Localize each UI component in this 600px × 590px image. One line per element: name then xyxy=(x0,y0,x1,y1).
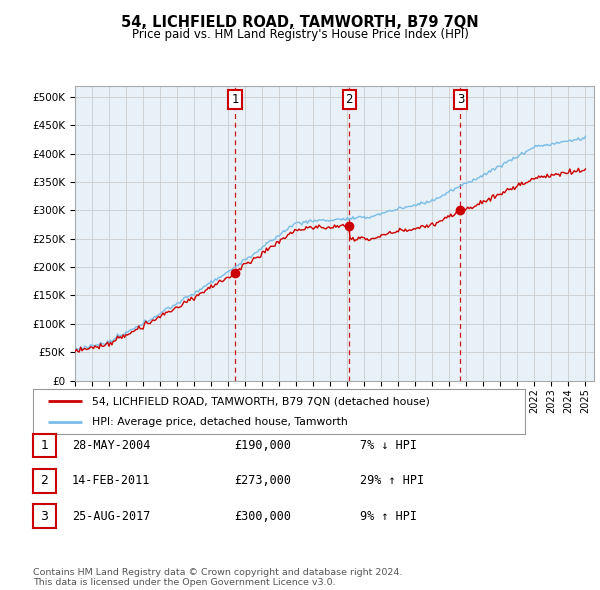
Text: 2: 2 xyxy=(40,474,49,487)
Text: Contains HM Land Registry data © Crown copyright and database right 2024.
This d: Contains HM Land Registry data © Crown c… xyxy=(33,568,403,587)
Text: £190,000: £190,000 xyxy=(234,439,291,452)
Text: 14-FEB-2011: 14-FEB-2011 xyxy=(72,474,151,487)
Text: HPI: Average price, detached house, Tamworth: HPI: Average price, detached house, Tamw… xyxy=(92,417,348,427)
Text: Price paid vs. HM Land Registry's House Price Index (HPI): Price paid vs. HM Land Registry's House … xyxy=(131,28,469,41)
Text: 7% ↓ HPI: 7% ↓ HPI xyxy=(360,439,417,452)
Text: 3: 3 xyxy=(457,93,464,106)
Text: 25-AUG-2017: 25-AUG-2017 xyxy=(72,510,151,523)
Text: £273,000: £273,000 xyxy=(234,474,291,487)
Text: 1: 1 xyxy=(232,93,239,106)
Text: 54, LICHFIELD ROAD, TAMWORTH, B79 7QN: 54, LICHFIELD ROAD, TAMWORTH, B79 7QN xyxy=(121,15,479,30)
Text: 29% ↑ HPI: 29% ↑ HPI xyxy=(360,474,424,487)
Text: 1: 1 xyxy=(40,439,49,452)
Text: 3: 3 xyxy=(40,510,49,523)
Text: 54, LICHFIELD ROAD, TAMWORTH, B79 7QN (detached house): 54, LICHFIELD ROAD, TAMWORTH, B79 7QN (d… xyxy=(92,396,430,407)
Text: £300,000: £300,000 xyxy=(234,510,291,523)
Text: 28-MAY-2004: 28-MAY-2004 xyxy=(72,439,151,452)
Text: 2: 2 xyxy=(346,93,353,106)
Text: 9% ↑ HPI: 9% ↑ HPI xyxy=(360,510,417,523)
